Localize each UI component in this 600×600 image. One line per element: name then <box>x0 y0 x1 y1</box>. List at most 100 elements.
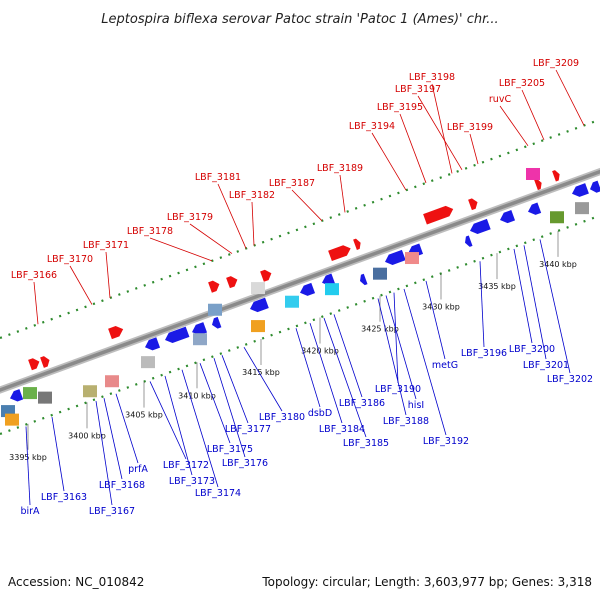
leader-line <box>469 133 479 165</box>
leader-line <box>69 265 93 305</box>
gene-arrow <box>10 389 24 402</box>
leader-line <box>539 239 571 374</box>
leader-line <box>399 113 427 184</box>
gene-label-lower: LBF_3192 <box>423 436 469 447</box>
gene-label-upper: LBF_3205 <box>499 78 545 89</box>
gene-arrow <box>423 205 454 225</box>
gene-arrow <box>590 180 600 193</box>
leader-line <box>555 69 585 126</box>
gene-label-upper: LBF_3178 <box>127 226 173 237</box>
chromosome-backbone <box>0 167 600 394</box>
feature-box <box>141 356 155 369</box>
gene-label-upper: ruvC <box>489 94 512 105</box>
gene-arrow <box>468 198 478 211</box>
gene-arrow <box>212 316 222 329</box>
tick-label: 3435 kbp <box>478 282 516 291</box>
gene-arrow <box>572 183 589 197</box>
leader-line <box>523 245 547 360</box>
leader-line <box>199 363 231 444</box>
tick-label: 3420 kbp <box>301 347 339 356</box>
leader-line <box>339 174 346 213</box>
gene-label-lower: LBF_3175 <box>207 444 253 455</box>
gene-arrow <box>145 337 161 351</box>
leader-line <box>479 261 485 348</box>
leader-line <box>333 314 363 398</box>
leader-line <box>417 95 463 171</box>
gene-label-lower: LBF_3201 <box>523 360 569 371</box>
gene-label-lower: LBF_3173 <box>169 476 215 487</box>
leader-line <box>291 189 323 222</box>
feature-box <box>526 167 540 180</box>
genome-summary-text: Topology: circular; Length: 3,603,977 bp… <box>261 575 592 589</box>
leader-line <box>403 288 447 436</box>
feature-box <box>193 333 207 346</box>
leader-line <box>103 398 123 480</box>
gene-arrow <box>353 238 361 250</box>
feature-box <box>325 283 339 296</box>
leader-line <box>309 323 343 424</box>
leader-line <box>189 223 233 254</box>
gene-arrow <box>534 178 542 191</box>
forward-gene-labels: LBF_3166 LBF_3170 LBF_3171 LBF_3178 LBF_3179… <box>11 58 585 325</box>
feature-box <box>405 252 419 265</box>
tick-label: 3440 kbp <box>539 260 577 269</box>
leader-line <box>323 317 367 438</box>
gene-label-lower: birA <box>20 506 40 517</box>
gene-label-upper: LBF_3197 <box>395 84 441 95</box>
gene-arrow <box>250 297 269 313</box>
gene-arrow <box>226 276 238 289</box>
gene-label-upper: LBF_3182 <box>229 190 275 201</box>
gene-label-lower: LBF_3168 <box>99 480 145 491</box>
gene-arrow <box>28 358 40 371</box>
tick-label: 3425 kbp <box>361 325 399 334</box>
feature-box <box>285 295 299 308</box>
gene-arrow <box>108 326 124 340</box>
backbone-core <box>0 169 600 392</box>
feature-box <box>251 282 265 295</box>
gene-label-lower: LBF_3177 <box>225 424 271 435</box>
feature-box <box>23 387 37 400</box>
gene-arrow <box>322 273 336 286</box>
leader-line <box>393 292 399 384</box>
feature-box <box>208 303 222 316</box>
gene-label-upper: LBF_3181 <box>195 172 241 183</box>
feature-box <box>83 385 97 398</box>
gene-label-upper: LBF_3187 <box>269 178 315 189</box>
feature-box <box>5 413 19 426</box>
gene-label-upper: LBF_3209 <box>533 58 579 69</box>
gene-label-upper: LBF_3194 <box>349 121 395 132</box>
gene-arrow <box>552 170 560 182</box>
leader-line <box>499 105 529 147</box>
feature-box <box>575 202 589 215</box>
gene-label-upper: LBF_3179 <box>167 212 213 223</box>
gene-label-lower: LBF_3172 <box>163 460 209 471</box>
leader-line <box>251 201 255 246</box>
tick-label: 3405 kbp <box>125 411 163 420</box>
gene-label-lower: LBF_3200 <box>509 344 555 355</box>
gene-label-lower: LBF_3190 <box>375 384 421 395</box>
leader-line <box>243 346 283 412</box>
map-title: Leptospira biflexa serovar Patoc strain … <box>101 12 498 27</box>
gene-label-lower: LBF_3167 <box>89 506 135 517</box>
leader-line <box>213 357 246 458</box>
gene-label-upper: LBF_3170 <box>47 254 93 265</box>
gene-arrow <box>360 273 368 286</box>
feature-box <box>550 211 564 224</box>
leader-line <box>105 251 111 298</box>
leader-line <box>95 400 113 506</box>
upper-dotted-track <box>0 118 600 340</box>
gene-label-lower: LBF_3184 <box>319 424 365 435</box>
gene-label-upper: LBF_3199 <box>447 122 493 133</box>
feature-box <box>373 267 387 280</box>
feature-box <box>38 391 52 404</box>
gene-label-lower: prfA <box>128 464 148 475</box>
gene-arrow <box>500 210 516 224</box>
gene-label-upper: LBF_3171 <box>83 240 129 251</box>
gene-features <box>1 167 600 426</box>
gene-label-upper: LBF_3189 <box>317 163 363 174</box>
leader-line <box>181 369 219 488</box>
gene-label-lower: LBF_3180 <box>259 412 305 423</box>
leader-line <box>385 295 417 400</box>
